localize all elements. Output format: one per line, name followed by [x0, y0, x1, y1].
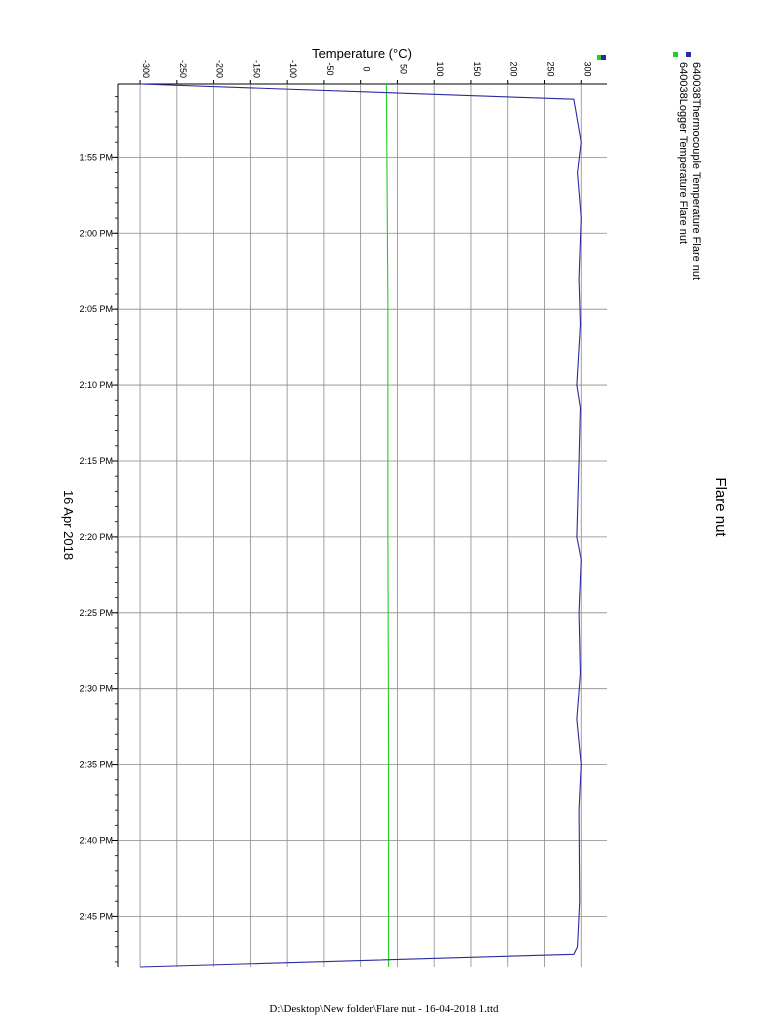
legend-swatch-thermocouple	[601, 55, 606, 60]
legend: 640038Logger Temperature Flare nut 64003…	[597, 52, 702, 280]
temperature-tick-label: -150	[251, 60, 261, 78]
temperature-tick-label: -300	[141, 60, 151, 78]
time-tick-label: 2:45 PM	[79, 911, 113, 921]
temperature-tick-label: 150	[472, 61, 482, 76]
time-tick-label: 2:20 PM	[79, 532, 113, 542]
time-tick-label: 2:00 PM	[79, 228, 113, 238]
time-tick-label: 2:10 PM	[79, 380, 113, 390]
legend-label-logger: 640038Logger Temperature Flare nut	[677, 62, 689, 244]
temperature-tick-label: -50	[325, 62, 335, 75]
temperature-tick-label: 200	[509, 61, 519, 76]
gridlines	[118, 84, 607, 967]
file-path-footer: D:\Desktop\New folder\Flare nut - 16-04-…	[269, 1003, 499, 1015]
temperature-axis-ticks: -300 -250 -200 -150 -100 -50 0 50 100 150 200 250 30…	[139, 60, 592, 84]
temperature-tick-label: -200	[215, 60, 225, 78]
time-tick-label: 2:30 PM	[79, 684, 113, 694]
temperature-axis-title: Temperature (°C)	[312, 46, 412, 61]
legend-marker-thermocouple	[686, 52, 691, 57]
time-tick-label: 2:25 PM	[79, 608, 113, 618]
time-tick-label: 2:05 PM	[79, 304, 113, 314]
temperature-tick-label: -250	[178, 60, 188, 78]
time-tick-label: 2:35 PM	[79, 760, 113, 770]
temperature-tick-label: 50	[398, 64, 408, 74]
date-axis-title: 16 Apr 2018	[61, 490, 76, 560]
time-tick-label: 1:55 PM	[79, 152, 113, 162]
temperature-tick-label: 250	[545, 61, 555, 76]
temperature-tick-label: -100	[288, 60, 298, 78]
legend-swatch-logger	[597, 55, 601, 60]
legend-label-thermocouple: 640038Thermocouple Temperature Flare nut	[690, 62, 702, 280]
chart-title: Flare nut	[712, 477, 729, 537]
series-lines	[140, 83, 582, 968]
series-line-logger	[385, 83, 390, 967]
time-tick-label: 2:40 PM	[79, 835, 113, 845]
time-axis-ticks: 1:55 PM 2:00 PM 2:05 PM 2:10 PM 2:15 PM 2:20 …	[79, 96, 118, 963]
temperature-tick-label: 100	[435, 61, 445, 76]
series-line-thermocouple	[140, 83, 582, 968]
temperature-tick-label: 300	[582, 61, 592, 76]
temperature-tick-label: 0	[362, 66, 372, 71]
plot-area	[117, 83, 607, 967]
legend-marker-logger	[673, 52, 678, 57]
time-tick-label: 2:15 PM	[79, 456, 113, 466]
